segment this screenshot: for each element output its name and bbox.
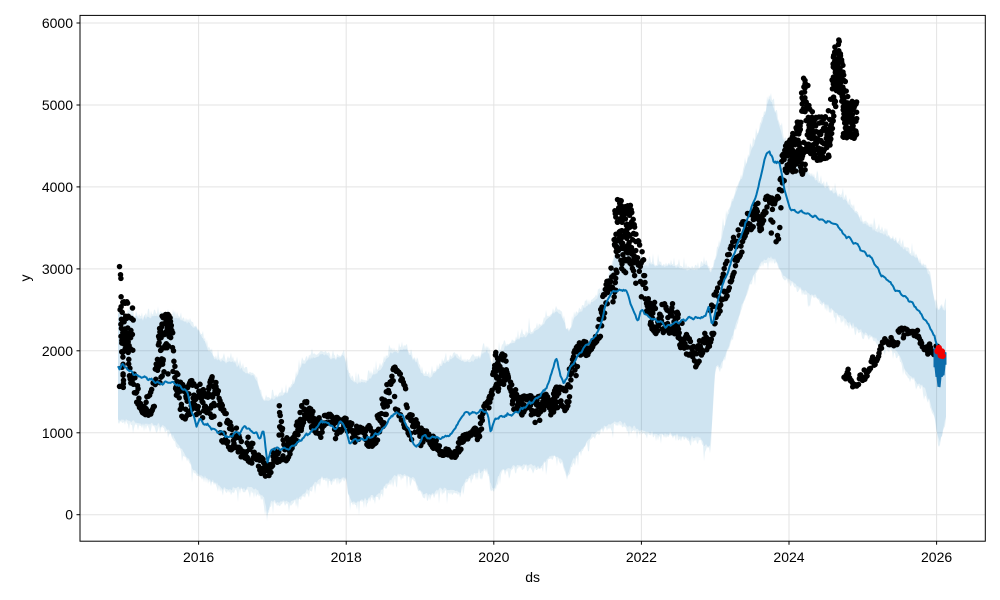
svg-text:1000: 1000 <box>42 425 73 441</box>
svg-text:2026: 2026 <box>921 549 952 565</box>
svg-text:ds: ds <box>525 569 540 585</box>
svg-text:5000: 5000 <box>42 97 73 113</box>
svg-text:2024: 2024 <box>773 549 804 565</box>
svg-text:2020: 2020 <box>478 549 509 565</box>
svg-text:0: 0 <box>65 507 73 523</box>
svg-text:6000: 6000 <box>42 15 73 31</box>
svg-text:4000: 4000 <box>42 179 73 195</box>
svg-text:2022: 2022 <box>626 549 657 565</box>
svg-text:2016: 2016 <box>183 549 214 565</box>
svg-text:2000: 2000 <box>42 343 73 359</box>
svg-text:3000: 3000 <box>42 261 73 277</box>
svg-text:y: y <box>17 275 33 282</box>
svg-text:2018: 2018 <box>331 549 362 565</box>
